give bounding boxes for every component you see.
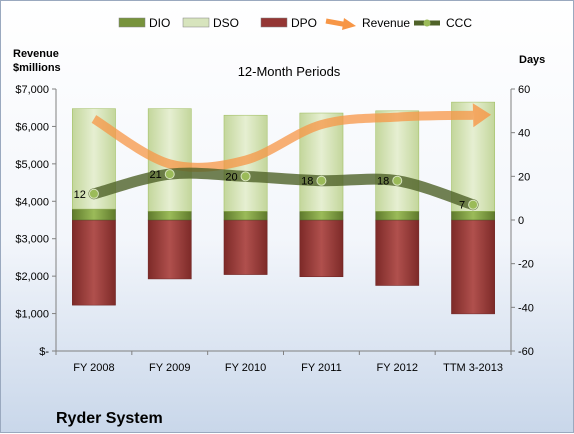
- dso-bar: [451, 101, 495, 212]
- legend-label-dio: DIO: [149, 16, 170, 30]
- x-tick-label: FY 2011: [301, 362, 342, 374]
- lines: 12 21 20 18 18 7: [74, 103, 492, 212]
- ccc-point: [240, 171, 251, 182]
- x-tick-label: TTM 3-2013: [443, 362, 503, 374]
- legend-swatch-dpo: [260, 17, 288, 28]
- ccc-data-label: 18: [301, 176, 313, 188]
- footer-title: Ryder System: [56, 410, 163, 427]
- legend-marker-ccc: [423, 19, 431, 27]
- bars: [72, 101, 495, 315]
- left-tick-label: $1,000: [15, 309, 49, 321]
- left-tick-label: $5,000: [15, 159, 49, 171]
- dio-bar: [223, 211, 268, 221]
- legend-arrowhead-revenue: [342, 18, 356, 30]
- x-tick-label: FY 2010: [225, 362, 266, 374]
- legend: DIO DSO DPO Revenue CCC: [118, 16, 472, 30]
- left-tick-label: $2,000: [15, 271, 49, 283]
- ccc-point: [316, 175, 327, 186]
- ccc-point: [88, 188, 99, 199]
- ccc-point: [392, 175, 403, 186]
- right-tick-label: 0: [518, 215, 524, 227]
- x-tick-label: FY 2008: [73, 362, 114, 374]
- ccc-line: [88, 167, 479, 211]
- ccc-data-label: 21: [150, 169, 162, 181]
- ccc-point: [468, 199, 479, 210]
- revenue-line: [91, 110, 474, 172]
- right-axis-title: Days: [519, 54, 545, 66]
- dpo-bar: [451, 219, 495, 315]
- dpo-bar: [223, 219, 268, 275]
- axes: $- $1,000 $2,000 $3,000 $4,000 $5,000 $6,000 $7…: [15, 84, 534, 374]
- x-tick-label: FY 2012: [377, 362, 418, 374]
- left-tick-label: $7,000: [15, 84, 49, 96]
- right-tick-label: -60: [518, 346, 534, 358]
- legend-swatch-dso: [182, 17, 210, 28]
- chart-title: 12-Month Periods: [238, 64, 341, 79]
- dpo-bar: [299, 219, 344, 278]
- legend-swatch-dio: [118, 17, 146, 28]
- dpo-bar: [72, 219, 116, 306]
- left-tick-label: $-: [39, 346, 49, 358]
- ccc-data-label: 20: [225, 171, 237, 183]
- left-axis-title-line1: Revenue: [13, 48, 59, 60]
- right-tick-label: 40: [518, 128, 530, 140]
- left-tick-label: $3,000: [15, 234, 49, 246]
- ccc-point: [164, 169, 175, 180]
- right-tick-label: -40: [518, 302, 534, 314]
- legend-label-revenue: Revenue: [362, 16, 410, 30]
- right-tick-label: 20: [518, 171, 530, 183]
- dio-bar: [147, 211, 192, 221]
- revenue-arrowhead: [472, 103, 492, 128]
- dpo-bar: [147, 219, 192, 280]
- dio-bar: [375, 211, 420, 221]
- left-tick-label: $6,000: [15, 121, 49, 133]
- ccc-data-label: 7: [459, 200, 465, 212]
- x-tick-label: FY 2009: [149, 362, 190, 374]
- dio-bar: [72, 208, 116, 221]
- dio-bar: [451, 211, 495, 221]
- dso-bar: [375, 110, 420, 212]
- legend-label-dpo: DPO: [291, 16, 317, 30]
- left-axis-title-line2: $millions: [13, 62, 61, 74]
- ccc-data-label: 12: [74, 189, 86, 201]
- legend-label-dso: DSO: [213, 16, 239, 30]
- legend-label-ccc: CCC: [446, 16, 472, 30]
- ccc-data-label: 18: [377, 176, 389, 188]
- dio-bar: [299, 211, 344, 221]
- dpo-bar: [375, 219, 420, 286]
- right-tick-label: -20: [518, 259, 534, 271]
- right-tick-label: 60: [518, 84, 530, 96]
- left-tick-label: $4,000: [15, 196, 49, 208]
